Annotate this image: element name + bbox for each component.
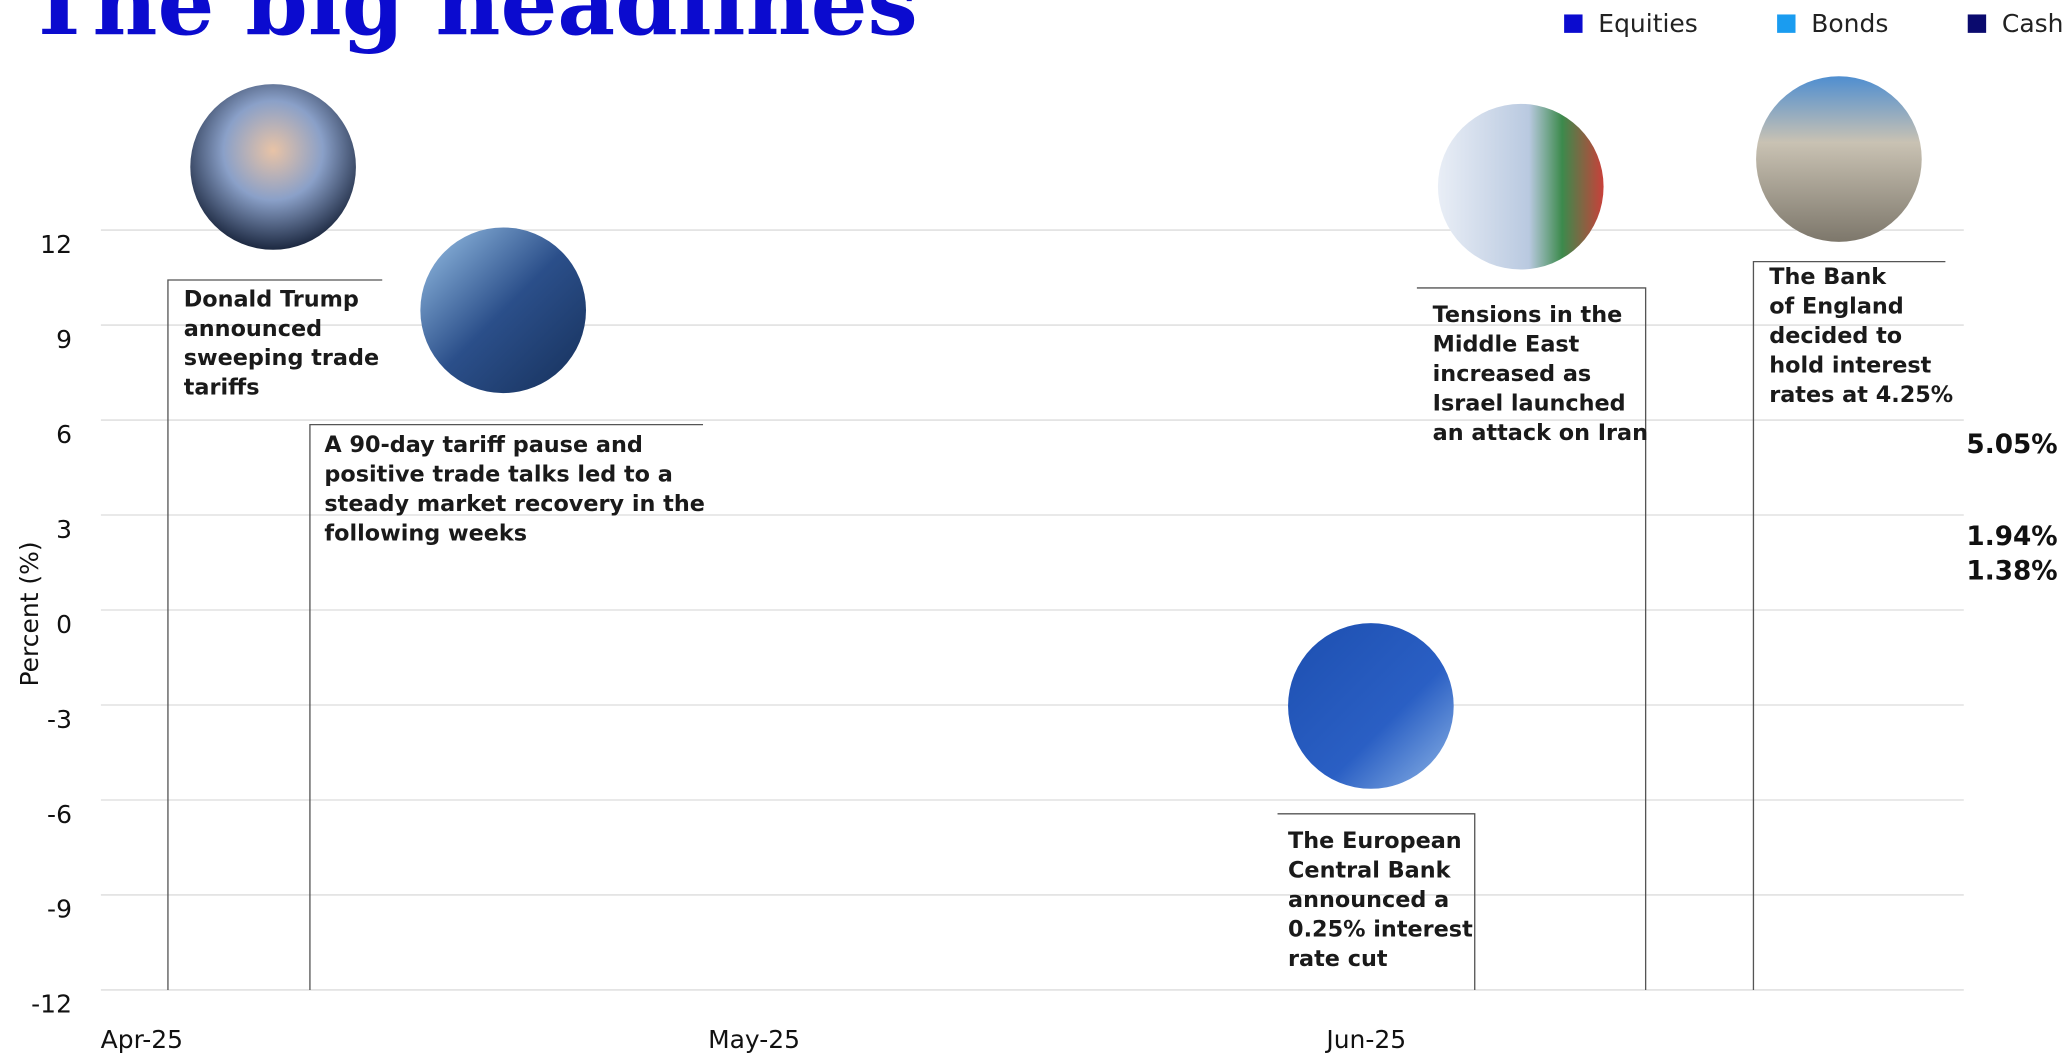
annotation-line: of England (1769, 293, 1904, 319)
annotation-line: The Bank (1769, 264, 1887, 290)
bracket (1277, 813, 1476, 990)
y-tick-label: -3 (47, 705, 72, 734)
annotation: The European Central Bank announced a 0.25%… (1288, 828, 1473, 972)
annotation-line: sweeping trade (184, 345, 379, 371)
chart-title: The big headlines (26, 0, 918, 56)
legend-label: Equities (1598, 9, 1698, 38)
annotation-line: rate cut (1288, 946, 1388, 972)
y-tick-label: 3 (56, 515, 72, 544)
end-label: 1.94% (1966, 522, 2057, 552)
legend-label: Cash (2002, 9, 2064, 38)
bracket (167, 279, 383, 990)
annotation-brackets (167, 260, 1946, 990)
photo (1288, 623, 1454, 789)
annotation-line: A 90-day tariff pause and (324, 432, 642, 458)
photo (1756, 76, 1922, 242)
annotation-line: tariffs (184, 375, 260, 401)
annotation-line: Middle East (1433, 332, 1580, 358)
legend-label: Bonds (1811, 9, 1888, 38)
annotation: A 90-day tariff pause and positive trade … (324, 432, 704, 546)
photo (1437, 103, 1604, 270)
annotation-line: an attack on Iran (1433, 420, 1648, 446)
legend-swatch (1777, 14, 1796, 33)
x-tick-label: Jun-25 (1324, 1025, 1406, 1054)
y-tick-label: 6 (56, 420, 72, 449)
bracket (1752, 260, 1946, 990)
annotation-line: Israel launched (1433, 390, 1626, 416)
annotation-line: announced a (1288, 887, 1449, 913)
annotation-line: positive trade talks led to a (324, 462, 672, 488)
annotation-line: increased as (1433, 361, 1592, 387)
annotation-line: rates at 4.25% (1769, 382, 1953, 408)
y-tick-label: -12 (31, 990, 72, 1019)
y-tick-label: 0 (56, 610, 72, 639)
annotation-line: 0.25% interest (1288, 916, 1473, 942)
annotation-line: announced (184, 316, 322, 342)
y-axis-label: Percent (%) (15, 541, 44, 686)
photo (420, 227, 587, 394)
annotation-line: following weeks (324, 521, 527, 547)
end-label: 5.05% (1966, 430, 2057, 460)
annotation-line: decided to (1769, 323, 1902, 349)
annotation-line: hold interest (1769, 352, 1931, 378)
bracket (309, 423, 704, 990)
bracket (1416, 287, 1647, 990)
annotation-line: Tensions in the (1433, 302, 1623, 328)
y-tick-label: 12 (40, 230, 72, 259)
end-label: 1.38% (1966, 556, 2057, 586)
annotation: Tensions in the Middle East increased as Is… (1433, 302, 1648, 446)
annotation-line: Central Bank (1288, 857, 1452, 883)
annotation-line: steady market recovery in the (324, 491, 704, 517)
y-tick-label: -9 (47, 895, 72, 924)
annotation: The Bank of England decided to hold interes… (1769, 264, 1953, 408)
legend-swatch (1564, 14, 1583, 33)
x-tick-label: May-25 (708, 1025, 800, 1054)
photos (190, 76, 1922, 789)
photo (190, 84, 356, 250)
annotation: Donald Trump announced sweeping trade tarif… (184, 286, 379, 400)
y-tick-label: -6 (47, 800, 72, 829)
y-tick-label: 9 (56, 325, 72, 354)
x-tick-label: Apr-25 (101, 1025, 183, 1054)
annotation-line: The European (1288, 828, 1462, 854)
legend-swatch (1967, 14, 1987, 33)
annotation-line: Donald Trump (184, 286, 359, 312)
